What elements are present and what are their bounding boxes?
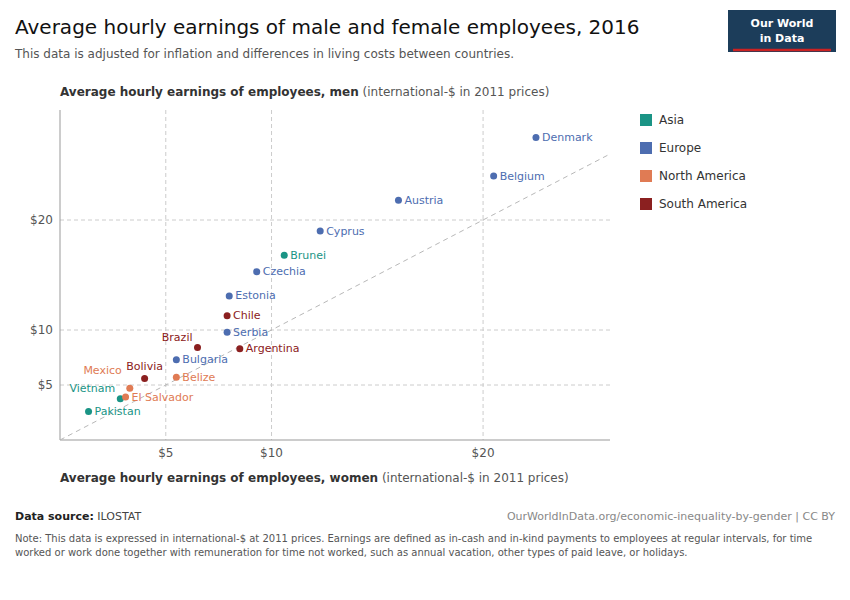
- x-axis-line: [60, 440, 610, 441]
- y-tick-label: $10: [30, 323, 53, 337]
- source-normal: ILOSTAT: [94, 510, 142, 523]
- note: Note: This data is expressed in internat…: [15, 533, 812, 558]
- point-label: Bulgaria: [182, 353, 228, 366]
- legend-swatch: [640, 198, 652, 210]
- grid: [60, 110, 610, 440]
- url: OurWorldInData.org/economic-inequality-b…: [507, 510, 835, 523]
- point-label: Estonia: [235, 289, 276, 302]
- legend-swatch: [640, 114, 652, 126]
- point-label: Czechia: [263, 265, 306, 278]
- point-label: Chile: [233, 309, 261, 322]
- point-label: Belgium: [500, 170, 545, 183]
- point-label: El Salvador: [132, 391, 194, 404]
- point: [317, 228, 324, 235]
- point-label: Brunei: [290, 249, 326, 262]
- plot-area: [60, 110, 610, 440]
- legend-label: Europe: [659, 141, 701, 155]
- point: [490, 173, 497, 180]
- note-line: Note: This data is expressed in internat…: [15, 533, 812, 544]
- logo-text: Our World: [751, 17, 814, 30]
- point: [85, 408, 92, 415]
- legend-swatch: [640, 170, 652, 182]
- logo-box: [728, 10, 836, 52]
- point-labels: Pakistan Vietnam Brunei Bulgaria Serbia Eston…: [69, 131, 593, 418]
- grid-line-y: [60, 330, 610, 331]
- point: [224, 329, 231, 336]
- point: [236, 345, 243, 352]
- title: Average hourly earnings of male and fema…: [15, 15, 640, 39]
- y-tick-label: $20: [30, 213, 53, 227]
- background: [0, 0, 850, 600]
- x-tick-label: $20: [472, 446, 495, 460]
- point-label: Pakistan: [95, 405, 141, 418]
- point-label: Serbia: [233, 326, 268, 339]
- y-axis-line: [60, 110, 61, 440]
- point-label: Vietnam: [69, 382, 115, 395]
- point: [173, 356, 180, 363]
- logo-line: [733, 49, 831, 52]
- point-label: Argentina: [246, 342, 300, 355]
- grid-line-y: [60, 220, 610, 221]
- point: [253, 268, 260, 275]
- point-label: Mexico: [83, 364, 122, 377]
- point: [194, 344, 201, 351]
- point: [226, 292, 233, 299]
- point-label: Belize: [182, 371, 215, 384]
- point-label: Austria: [404, 194, 443, 207]
- point-label: Denmark: [542, 131, 593, 144]
- logo-text: in Data: [760, 32, 805, 45]
- point-label: Bolivia: [126, 360, 163, 373]
- subtitle: This data is adjusted for inflation and …: [14, 47, 514, 61]
- x-tick-label: $10: [260, 446, 283, 460]
- logo: Our World in Data: [728, 10, 836, 52]
- legend-label: South America: [659, 197, 747, 211]
- point: [224, 312, 231, 319]
- source-bold: Data source:: [15, 510, 94, 523]
- legend-label: North America: [659, 169, 746, 183]
- point-label: Cyprus: [326, 225, 365, 238]
- legend: Asia Europe North America South America: [640, 113, 747, 211]
- y-axis-label: Average hourly earnings of employees, me…: [60, 85, 549, 99]
- point: [395, 197, 402, 204]
- legend-swatch: [640, 142, 652, 154]
- y-tick-label: $5: [38, 378, 53, 392]
- point: [122, 394, 129, 401]
- y-axis-label-normal: (international-$ in 2011 prices): [359, 85, 550, 99]
- source: Data source: ILOSTAT: [15, 510, 141, 523]
- reference-line: [60, 110, 610, 440]
- grid-line-x: [483, 110, 484, 440]
- chart-root: Average hourly earnings of male and fema…: [0, 0, 850, 600]
- x-tick-label: $5: [158, 446, 173, 460]
- x-axis-label-bold: Average hourly earnings of employees, wo…: [60, 471, 378, 485]
- grid-line-y: [60, 385, 610, 386]
- x-axis-label: Average hourly earnings of employees, wo…: [60, 471, 569, 485]
- legend-label: Asia: [659, 113, 684, 127]
- point: [173, 374, 180, 381]
- point: [141, 375, 148, 382]
- point: [532, 134, 539, 141]
- x-axis-label-normal: (international-$ in 2011 prices): [378, 471, 569, 485]
- y-axis-label-bold: Average hourly earnings of employees, me…: [60, 85, 359, 99]
- point-label: Brazil: [162, 331, 193, 344]
- point: [281, 252, 288, 259]
- note-line: worked or work done together with remune…: [15, 547, 688, 558]
